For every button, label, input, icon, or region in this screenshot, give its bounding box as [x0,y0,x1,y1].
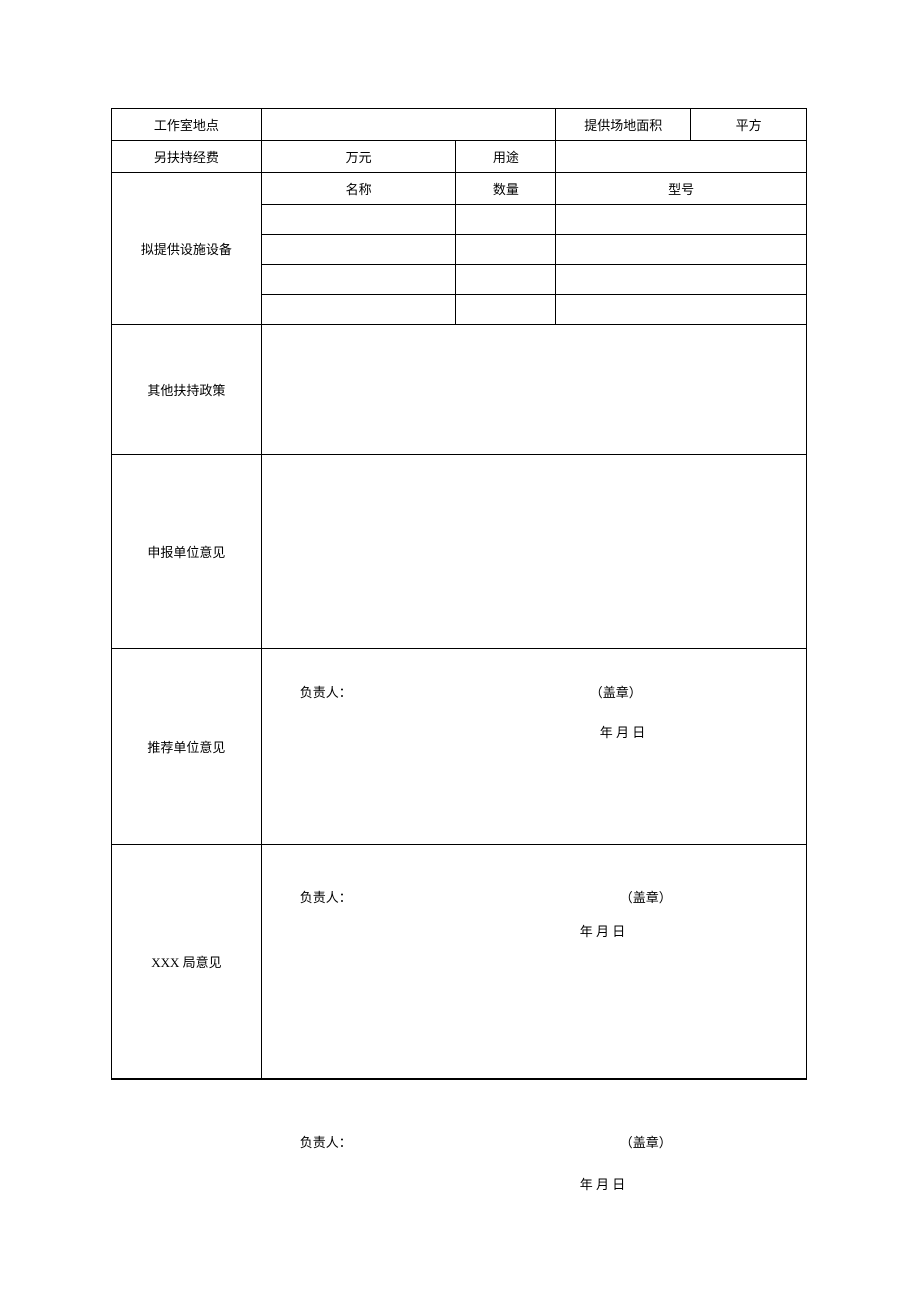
opinion3-block: 负责人： （盖章） 年 月 日 [261,845,806,1079]
opinion2-label: 推荐单位意见 [112,649,262,845]
purpose-label: 用途 [456,141,556,173]
opinion2-row: 推荐单位意见 负责人： （盖章） 年 月 日 [112,649,807,845]
area-label: 提供场地面积 [556,109,691,141]
location-value [261,109,556,141]
equipment-item-model [556,205,807,235]
opinion3-stamp: （盖章） [620,1132,672,1151]
form-table: 工作室地点 提供场地面积 平方 另扶持经费 万元 用途 拟提供设施设备 名称 数… [111,108,807,1080]
funding-row: 另扶持经费 万元 用途 [112,141,807,173]
purpose-value [556,141,807,173]
equipment-item-name [261,295,456,325]
equipment-item-quantity [456,295,556,325]
opinion1-block: 负责人： （盖章） 年 月 日 [261,455,806,649]
equipment-item-model [556,235,807,265]
funding-amount: 万元 [261,141,456,173]
opinion3-label: XXX 局意见 [112,845,262,1079]
other-policy-row: 其他扶持政策 [112,325,807,455]
other-policy-label: 其他扶持政策 [112,325,262,455]
equipment-item-model [556,265,807,295]
area-unit: 平方 [691,109,807,141]
equipment-header-model: 型号 [556,173,807,205]
equipment-item-quantity [456,205,556,235]
opinion2-block: 负责人： （盖章） 年 月 日 [261,649,806,845]
equipment-item-name [261,205,456,235]
equipment-header-quantity: 数量 [456,173,556,205]
equipment-label: 拟提供设施设备 [112,173,262,325]
equipment-item-name [261,265,456,295]
opinion3-date: 年 月 日 [580,1174,626,1193]
funding-label: 另扶持经费 [112,141,262,173]
equipment-header-row: 拟提供设施设备 名称 数量 型号 [112,173,807,205]
other-policy-value [261,325,806,455]
opinion3-row: XXX 局意见 负责人： （盖章） 年 月 日 [112,845,807,1079]
equipment-item-model [556,295,807,325]
location-row: 工作室地点 提供场地面积 平方 [112,109,807,141]
equipment-item-name [261,235,456,265]
opinion3-responsible: 负责人： [300,1132,352,1151]
location-label: 工作室地点 [112,109,262,141]
equipment-item-quantity [456,235,556,265]
opinion1-label: 申报单位意见 [112,455,262,649]
equipment-header-name: 名称 [261,173,456,205]
equipment-item-quantity [456,265,556,295]
opinion1-row: 申报单位意见 负责人： （盖章） 年 月 日 [112,455,807,649]
